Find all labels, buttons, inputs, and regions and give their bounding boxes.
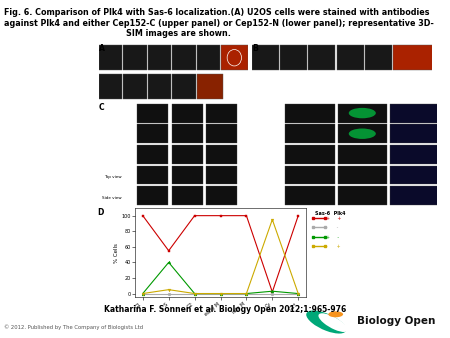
Bar	[338, 145, 387, 164]
Bar	[137, 124, 168, 143]
Bar	[221, 45, 248, 70]
Bar	[123, 45, 147, 70]
Bar	[285, 186, 334, 205]
Text: Top view: Top view	[104, 175, 122, 179]
Bar	[171, 124, 202, 143]
Text: C: C	[99, 103, 104, 112]
Bar	[206, 103, 237, 123]
Bar	[285, 166, 334, 185]
Text: A: A	[99, 44, 105, 53]
Bar	[171, 166, 202, 185]
Bar	[338, 166, 387, 185]
Ellipse shape	[306, 311, 346, 334]
Bar	[390, 186, 439, 205]
Ellipse shape	[328, 311, 343, 317]
Bar	[390, 166, 439, 185]
Bar	[390, 145, 439, 164]
Bar	[137, 166, 168, 185]
Bar	[338, 124, 387, 143]
Text: Fig. 6. Comparison of Plk4 with Sas-6 localization.(A) U2OS cells were stained w: Fig. 6. Comparison of Plk4 with Sas-6 lo…	[4, 8, 430, 18]
Text: +     -: + -	[326, 235, 339, 240]
Text: D: D	[97, 208, 103, 217]
Bar	[206, 186, 237, 205]
Bar	[148, 74, 171, 99]
Bar	[252, 45, 279, 70]
Bar	[337, 45, 364, 70]
Ellipse shape	[349, 128, 376, 139]
Text: B: B	[252, 44, 258, 53]
Bar	[197, 74, 223, 99]
Bar	[338, 103, 387, 123]
Bar	[390, 103, 439, 123]
Bar	[206, 124, 237, 143]
Bar	[171, 145, 202, 164]
Text: Biology Open: Biology Open	[357, 316, 436, 326]
Text: SIM images are shown.: SIM images are shown.	[126, 29, 231, 38]
Bar	[172, 45, 196, 70]
Bar	[137, 145, 168, 164]
Text: -      -: - -	[326, 225, 338, 231]
Bar	[365, 45, 392, 70]
Bar	[280, 45, 307, 70]
Bar	[99, 45, 122, 70]
Bar	[338, 186, 387, 205]
Text: Katharina F. Sonnen et al. Biology Open 2012;1:965-976: Katharina F. Sonnen et al. Biology Open …	[104, 305, 346, 314]
Bar	[390, 124, 439, 143]
Ellipse shape	[349, 108, 376, 118]
Bar	[393, 45, 437, 70]
Bar	[309, 45, 335, 70]
Bar	[123, 74, 147, 99]
Bar	[285, 103, 334, 123]
Bar	[285, 124, 334, 143]
Text: Sas-6  Plk4: Sas-6 Plk4	[315, 211, 346, 216]
Bar	[285, 145, 334, 164]
Bar	[99, 74, 122, 99]
Bar	[197, 45, 220, 70]
Bar	[137, 186, 168, 205]
Ellipse shape	[319, 313, 347, 332]
Y-axis label: % Cells: % Cells	[114, 243, 119, 263]
Text: against Plk4 and either Cep152-C (upper panel) or Cep152-N (lower panel); repres: against Plk4 and either Cep152-C (upper …	[4, 19, 434, 28]
Bar	[171, 103, 202, 123]
Text: +     +: + +	[326, 216, 342, 221]
Bar	[148, 45, 171, 70]
Bar	[206, 145, 237, 164]
Bar	[171, 186, 202, 205]
Text: Side view: Side view	[102, 195, 122, 199]
Text: -      +: - +	[326, 244, 341, 249]
Text: © 2012. Published by The Company of Biologists Ltd: © 2012. Published by The Company of Biol…	[4, 324, 144, 330]
Bar	[137, 103, 168, 123]
Bar	[172, 74, 196, 99]
Bar	[206, 166, 237, 185]
